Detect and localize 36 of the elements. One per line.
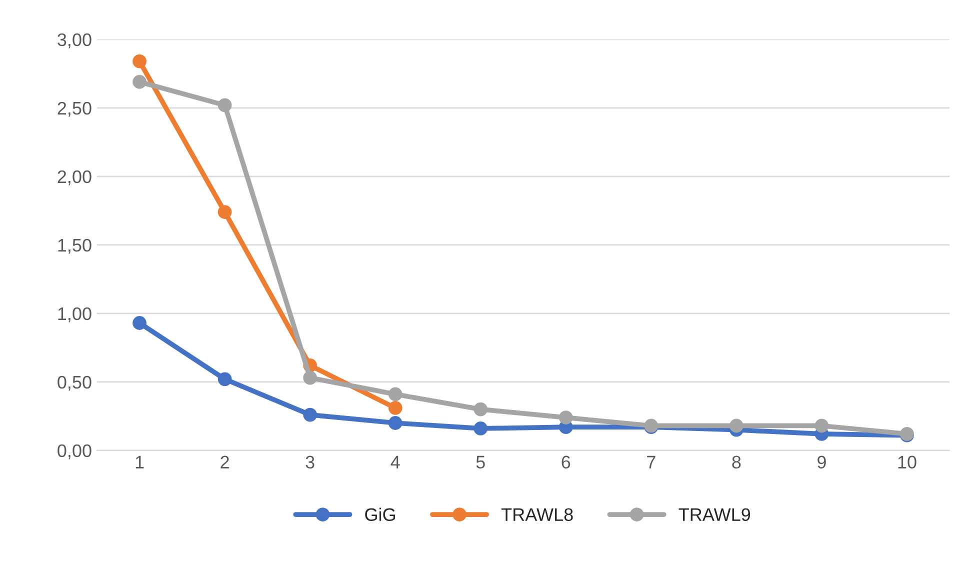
legend-label: TRAWL8 <box>501 508 573 522</box>
point <box>388 416 402 430</box>
x-tick-label: 4 <box>390 456 400 468</box>
point <box>303 370 318 385</box>
legend-label: TRAWL9 <box>678 508 750 522</box>
point <box>729 418 744 433</box>
x-tick-label: 2 <box>220 456 229 468</box>
x-tick-label: 3 <box>306 456 314 469</box>
y-tick-label: 3,00 <box>58 33 92 48</box>
x-tick-label: 7 <box>647 456 656 468</box>
point <box>132 74 146 89</box>
legend-label: GiG <box>365 508 395 522</box>
y-tick-label: 2,00 <box>58 170 92 186</box>
x-tick-label: 8 <box>732 456 741 469</box>
point <box>132 316 146 330</box>
y-tick-label: 2,50 <box>58 102 92 117</box>
x-tick-label: 9 <box>818 456 826 469</box>
point <box>474 402 488 416</box>
y-tick-label: 1,50 <box>58 238 92 254</box>
point <box>388 400 402 415</box>
point <box>132 54 146 68</box>
y-tick-label: 0,00 <box>58 444 92 460</box>
x-tick-label: 5 <box>476 456 485 469</box>
point <box>218 98 232 112</box>
point <box>388 387 402 402</box>
point <box>218 205 232 219</box>
x-tick-label: 10 <box>898 456 916 469</box>
y-tick-label: 1,00 <box>58 307 92 322</box>
x-tick-label: 1 <box>136 456 144 468</box>
y-tick-label: 0,50 <box>58 376 92 391</box>
point <box>814 418 829 433</box>
point <box>218 372 232 386</box>
point <box>474 422 488 436</box>
point <box>558 410 573 424</box>
point <box>303 408 318 422</box>
x-tick-label: 6 <box>562 456 570 469</box>
